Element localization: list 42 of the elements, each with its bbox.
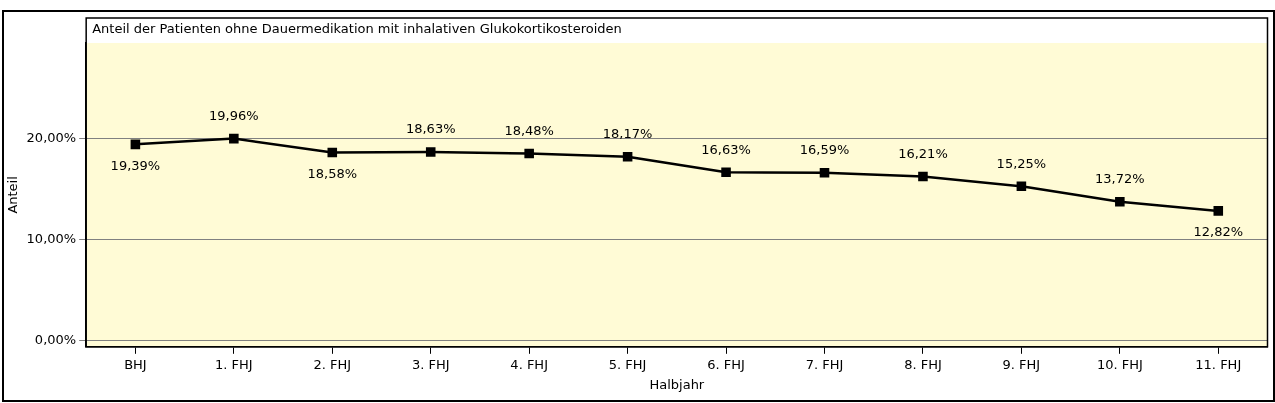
data-label: 18,48% [504, 122, 554, 138]
x-tick-label: 11. FHJ [1195, 356, 1242, 372]
x-axis-title: Halbjahr [649, 376, 705, 392]
point [819, 167, 830, 178]
x-tick-label: 2. FHJ [313, 356, 352, 372]
x-tick-label: BHJ [124, 356, 147, 372]
data-label: 19,39% [110, 157, 161, 173]
data-label: 16,21% [898, 145, 948, 161]
x-tick-label: 8. FHJ [904, 356, 942, 372]
point [130, 139, 141, 150]
y-tick-label: 10,00% [26, 230, 77, 246]
x-tick-label: 10. FHJ [1096, 356, 1143, 372]
x-tick-label: 7. FHJ [805, 356, 844, 372]
point [229, 133, 239, 144]
x-tick-label: 4. FHJ [510, 356, 548, 372]
point [524, 148, 534, 159]
y-tick-label: 20,00% [26, 129, 77, 145]
data-label: 13,72% [1095, 171, 1145, 187]
point [1115, 197, 1125, 207]
point [721, 167, 731, 178]
data-label: 18,63% [405, 121, 456, 137]
x-tick-label: 9. FHJ [1002, 356, 1041, 372]
point [918, 171, 928, 182]
point [425, 147, 436, 157]
x-tick-label: 6. FHJ [707, 356, 745, 372]
data-label: 18,17% [602, 126, 653, 142]
data-label: 12,82% [1193, 224, 1244, 240]
data-label: 18,58% [307, 165, 358, 181]
point [622, 151, 633, 162]
data-label: 16,59% [799, 142, 850, 158]
x-tick-label: 5. FHJ [608, 356, 647, 372]
data-label: 15,25% [996, 155, 1047, 171]
point [1016, 181, 1027, 192]
point [327, 147, 338, 158]
chart-title: Anteil der Patienten ohne Dauermedikation mit inhalativen Glukokortikosteroiden [92, 21, 622, 37]
y-tick-label: 0,00% [34, 332, 77, 348]
data-label: 19,96% [209, 107, 259, 123]
data-label: 16,63% [701, 141, 751, 157]
point [1213, 206, 1224, 216]
y-axis-title: Anteil [5, 176, 21, 214]
x-tick-label: 3. FHJ [411, 356, 450, 372]
x-tick-label: 1. FHJ [215, 356, 253, 372]
